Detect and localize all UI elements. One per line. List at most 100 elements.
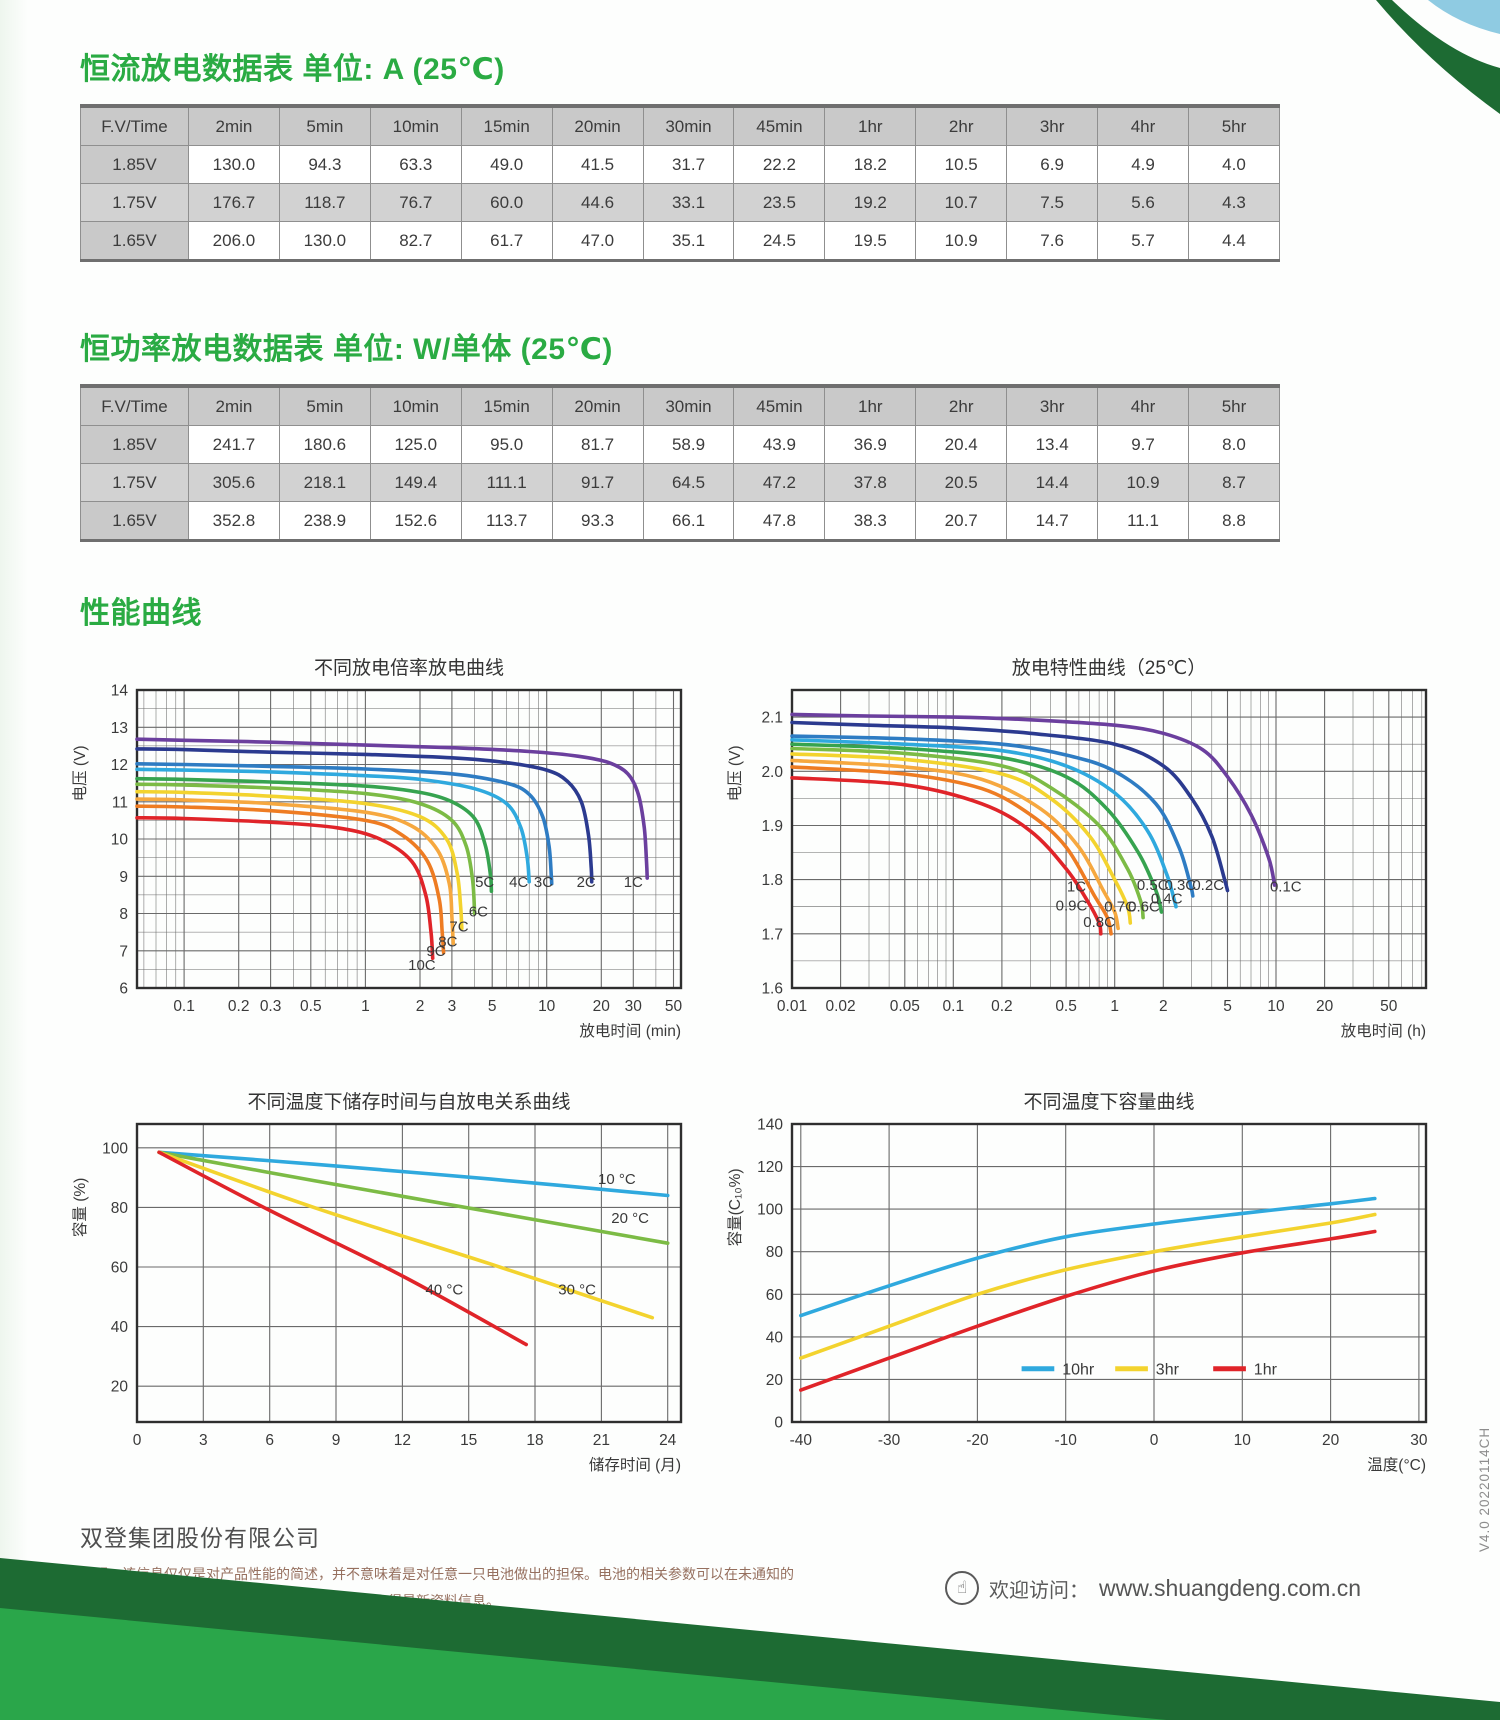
svg-text:0.05: 0.05	[890, 998, 920, 1015]
table-header-cell: 45min	[733, 105, 826, 146]
row-label-cell: 1.75V	[80, 183, 189, 222]
table-cell: 113.7	[460, 501, 553, 541]
table-head: F.V/Time 2min 5min 10min 15min 20min 30min 45mi…	[80, 105, 1281, 146]
table-cell: 66.1	[642, 501, 735, 541]
svg-text:-30: -30	[878, 1432, 901, 1449]
svg-text:0.1C: 0.1C	[1270, 879, 1302, 896]
svg-text:6: 6	[265, 1432, 274, 1449]
svg-text:30 °C: 30 °C	[558, 1281, 596, 1298]
table-cell: 4.0	[1187, 145, 1281, 184]
row-label-cell: 1.85V	[80, 145, 189, 184]
svg-text:60: 60	[766, 1287, 784, 1304]
table-cell: 14.7	[1006, 501, 1099, 541]
table-cell: 20.7	[915, 501, 1008, 541]
svg-text:0.01: 0.01	[777, 998, 807, 1015]
row-label-cell: 1.85V	[80, 425, 189, 464]
svg-text:100: 100	[757, 1202, 783, 1219]
table-header-cell: 10min	[369, 385, 462, 426]
svg-text:温度(°C): 温度(°C)	[1367, 1456, 1426, 1474]
svg-text:1C: 1C	[1067, 879, 1086, 896]
svg-text:5C: 5C	[475, 874, 494, 891]
table-cell: 180.6	[278, 425, 371, 464]
svg-text:放电时间 (min): 放电时间 (min)	[579, 1022, 681, 1040]
svg-text:3C: 3C	[534, 874, 553, 891]
svg-text:20: 20	[1316, 998, 1334, 1015]
section-title-constant-current: 恒流放电数据表 单位: A (25℃)	[80, 53, 505, 86]
svg-text:0: 0	[1150, 1432, 1159, 1449]
svg-text:0.3C: 0.3C	[1164, 877, 1196, 894]
svg-text:2: 2	[1159, 998, 1168, 1015]
svg-text:3: 3	[199, 1432, 208, 1449]
svg-text:12: 12	[111, 757, 128, 774]
svg-text:80: 80	[111, 1200, 129, 1217]
chart-storage-self-discharge-curves: 0 3 6 9 12 15 18 21 24 20 40 60 80 100 储存时间 (月) 容量 (%) 不…	[55, 1082, 700, 1491]
table-cell: 47.2	[733, 463, 826, 502]
table-cell: 38.3	[824, 501, 917, 541]
svg-text:80: 80	[766, 1244, 784, 1261]
svg-text:1.9: 1.9	[761, 818, 783, 835]
svg-text:10C: 10C	[408, 957, 436, 974]
table-row: 1.65V 206.0 130.0 82.7 61.7 47.0 35.1 24.5 19.5 1…	[80, 221, 1281, 261]
table-header-cell: 30min	[642, 105, 735, 146]
table-cell: 10.5	[915, 145, 1008, 184]
table-header-row: F.V/Time 2min 5min 10min 15min 20min 30min 45mi…	[80, 105, 1281, 146]
svg-text:0.5: 0.5	[300, 998, 322, 1015]
svg-text:10: 10	[111, 832, 129, 849]
table-header-cell: 1hr	[824, 105, 917, 146]
table-cell: 8.7	[1187, 463, 1281, 502]
table-cell: 11.1	[1097, 501, 1189, 541]
svg-text:120: 120	[757, 1159, 783, 1176]
table-cell: 19.2	[824, 183, 917, 222]
table-cell: 130.0	[278, 221, 371, 261]
svg-text:60: 60	[111, 1260, 129, 1277]
table-cell: 60.0	[460, 183, 553, 222]
table-header-cell: F.V/Time	[80, 385, 189, 426]
svg-text:0.2: 0.2	[228, 998, 250, 1015]
table-header-cell: 15min	[460, 105, 553, 146]
svg-text:140: 140	[757, 1117, 783, 1134]
table-cell: 118.7	[278, 183, 371, 222]
svg-text:0.4C: 0.4C	[1151, 891, 1183, 908]
table-cell: 23.5	[733, 183, 826, 222]
svg-text:50: 50	[665, 998, 683, 1015]
table-cell: 130.0	[188, 145, 280, 184]
table-cell: 14.4	[1006, 463, 1099, 502]
row-label-cell: 1.65V	[80, 221, 189, 261]
table-cell: 238.9	[278, 501, 371, 541]
table-cell: 22.2	[733, 145, 826, 184]
svg-text:7C: 7C	[449, 919, 468, 936]
table-header-cell: 2min	[188, 105, 280, 146]
table-cell: 94.3	[278, 145, 371, 184]
svg-text:1.6: 1.6	[761, 981, 783, 998]
svg-text:20 °C: 20 °C	[611, 1210, 649, 1227]
svg-text:-10: -10	[1054, 1432, 1077, 1449]
table-cell: 10.7	[915, 183, 1008, 222]
svg-text:0: 0	[774, 1415, 783, 1432]
table-cell: 149.4	[369, 463, 462, 502]
svg-text:50: 50	[1380, 998, 1398, 1015]
svg-text:7: 7	[119, 943, 128, 960]
svg-text:11: 11	[112, 794, 128, 811]
svg-text:14: 14	[111, 683, 129, 700]
svg-text:0.9C: 0.9C	[1056, 898, 1088, 915]
svg-text:0.5C: 0.5C	[1137, 877, 1169, 894]
table-cell: 49.0	[460, 145, 553, 184]
svg-text:容量(C₁₀%): 容量(C₁₀%)	[726, 1168, 744, 1246]
table-cell: 64.5	[642, 463, 735, 502]
table-cell: 152.6	[369, 501, 462, 541]
svg-text:2.1: 2.1	[761, 710, 783, 727]
svg-text:9: 9	[332, 1432, 341, 1449]
chart-discharge-characteristic-curves: 0.01 0.02 0.05 0.1 0.2 0.5 1 2 5 10 20 50 1.6 1.7 1.8 1…	[710, 648, 1445, 1057]
svg-text:20: 20	[593, 998, 611, 1015]
svg-text:13: 13	[111, 720, 128, 737]
svg-text:40: 40	[766, 1329, 784, 1346]
svg-text:12: 12	[394, 1432, 411, 1449]
table-header-cell: 20min	[551, 105, 644, 146]
table-header-cell: 5min	[278, 385, 371, 426]
table-row: 1.75V 176.7 118.7 76.7 60.0 44.6 33.1 23.5 19.2 1…	[80, 183, 1281, 222]
website-url[interactable]: www.shuangdeng.com.cn	[1099, 1574, 1362, 1601]
table-header-cell: 2min	[188, 385, 280, 426]
svg-text:0.7C: 0.7C	[1104, 899, 1136, 916]
table-row: 1.85V 130.0 94.3 63.3 49.0 41.5 31.7 22.2 18.2 10…	[80, 145, 1281, 184]
band-bright-shape	[0, 1608, 1167, 1720]
